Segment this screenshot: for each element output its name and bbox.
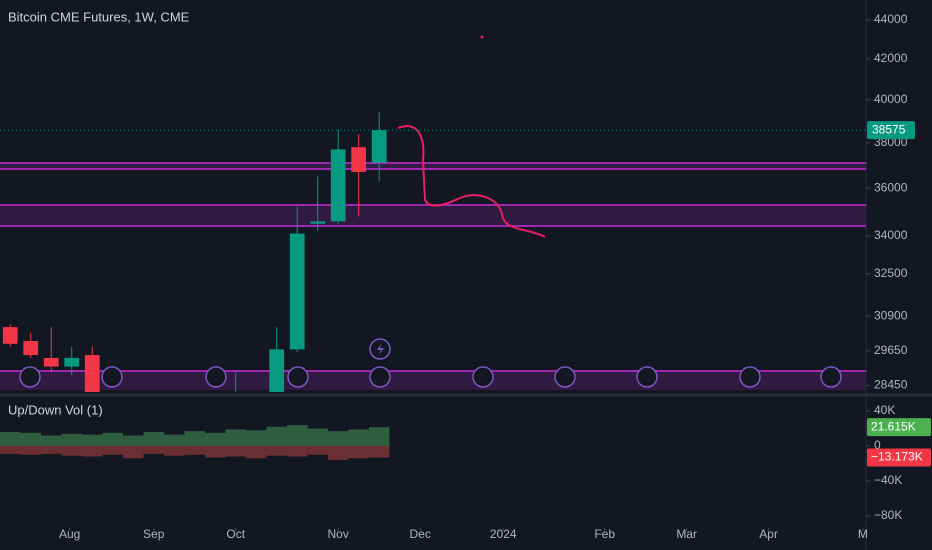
candle-body xyxy=(289,233,305,350)
zone xyxy=(0,205,866,226)
volume-bar xyxy=(40,446,62,454)
candle-body xyxy=(351,147,367,172)
zone xyxy=(0,163,866,169)
last-price-box xyxy=(867,121,915,140)
volume-bar xyxy=(184,446,205,455)
y-tick-label: 40000 xyxy=(874,92,908,106)
x-tick-label: 2024 xyxy=(490,527,517,541)
volume-bar xyxy=(327,446,349,461)
y-tick-label: 28450 xyxy=(874,378,908,392)
volume-bar xyxy=(348,446,369,459)
volume-bar xyxy=(225,446,246,457)
x-tick-label: Mar xyxy=(676,527,697,541)
y-tick-label: 30900 xyxy=(874,308,908,322)
volume-bar xyxy=(102,432,123,447)
y-tick-label: 44000 xyxy=(874,12,908,26)
x-tick-label: Dec xyxy=(410,527,431,541)
y-tick-label: 29650 xyxy=(874,343,908,357)
volume-bar xyxy=(0,446,21,454)
volume-bar xyxy=(122,435,144,447)
y2-tick-label: 40K xyxy=(874,403,895,417)
x-tick-label: Oct xyxy=(226,527,245,541)
y-tick-label: 34000 xyxy=(874,228,908,242)
volume-bar xyxy=(143,446,164,454)
volume-bar xyxy=(368,427,390,447)
y2-tick-label: −80K xyxy=(874,508,902,522)
candle-body xyxy=(64,357,80,367)
value-label: −13.173K xyxy=(871,450,923,464)
volume-bar xyxy=(184,431,205,447)
y2-tick-label: −40K xyxy=(874,473,902,487)
volume-bar xyxy=(204,446,226,458)
volume-bar xyxy=(61,446,82,456)
x-tick-label: Sep xyxy=(143,527,165,541)
candle-body xyxy=(330,149,346,222)
volume-bar xyxy=(245,446,267,459)
candle-body xyxy=(43,357,59,367)
dot xyxy=(480,35,484,39)
x-tick-label: Feb xyxy=(594,527,615,541)
candles xyxy=(2,112,387,392)
x-tick-label: M xyxy=(858,527,868,541)
volume-bar xyxy=(368,446,390,458)
volume-bar xyxy=(143,432,164,447)
volume-bar xyxy=(245,430,267,447)
volume-bar xyxy=(286,446,308,457)
pane-title: Up/Down Vol (1) xyxy=(8,402,103,417)
volume-bar xyxy=(20,432,41,447)
candle-body xyxy=(2,327,18,344)
x-tick-label: Aug xyxy=(59,527,80,541)
volume-bar xyxy=(0,432,21,447)
volume-bar xyxy=(266,446,287,456)
volume-bar xyxy=(81,446,103,457)
volume-bars xyxy=(0,425,390,461)
candle-body xyxy=(310,221,326,224)
candle-body xyxy=(371,130,387,163)
volume-bar xyxy=(307,428,328,447)
volume-bar xyxy=(163,434,185,447)
value-label: 21.615K xyxy=(871,419,916,433)
y2-tick-label: 0 xyxy=(874,438,881,452)
volume-bar xyxy=(20,446,41,455)
y-tick-label: 42000 xyxy=(874,51,908,65)
volume-bar xyxy=(102,446,123,455)
volume-bar xyxy=(307,446,328,455)
value-label-box xyxy=(867,448,931,467)
freehand-curve xyxy=(397,125,546,238)
x-tick-label: Apr xyxy=(759,527,778,541)
volume-bar xyxy=(286,425,308,447)
volume-bar xyxy=(204,432,226,447)
candle-body xyxy=(23,340,39,356)
y-tick-label: 36000 xyxy=(874,180,908,194)
volume-bar xyxy=(163,446,185,456)
candle-body xyxy=(269,349,285,392)
y-tick-label: 32500 xyxy=(874,266,908,280)
value-label-box xyxy=(867,418,931,437)
volume-bar xyxy=(327,431,349,447)
volume-bar xyxy=(81,434,103,447)
last-price-label: 38575 xyxy=(872,122,906,136)
volume-bar xyxy=(348,429,369,447)
x-tick-label: Nov xyxy=(328,527,349,541)
chart-title: Bitcoin CME Futures, 1W, CME xyxy=(8,9,190,24)
volume-bar xyxy=(225,429,246,447)
volume-bar xyxy=(61,433,82,447)
candle-body xyxy=(84,355,100,392)
volume-bar xyxy=(40,435,62,447)
zone xyxy=(0,371,866,390)
volume-bar xyxy=(266,426,287,447)
volume-bar xyxy=(122,446,144,459)
icons xyxy=(19,338,842,388)
